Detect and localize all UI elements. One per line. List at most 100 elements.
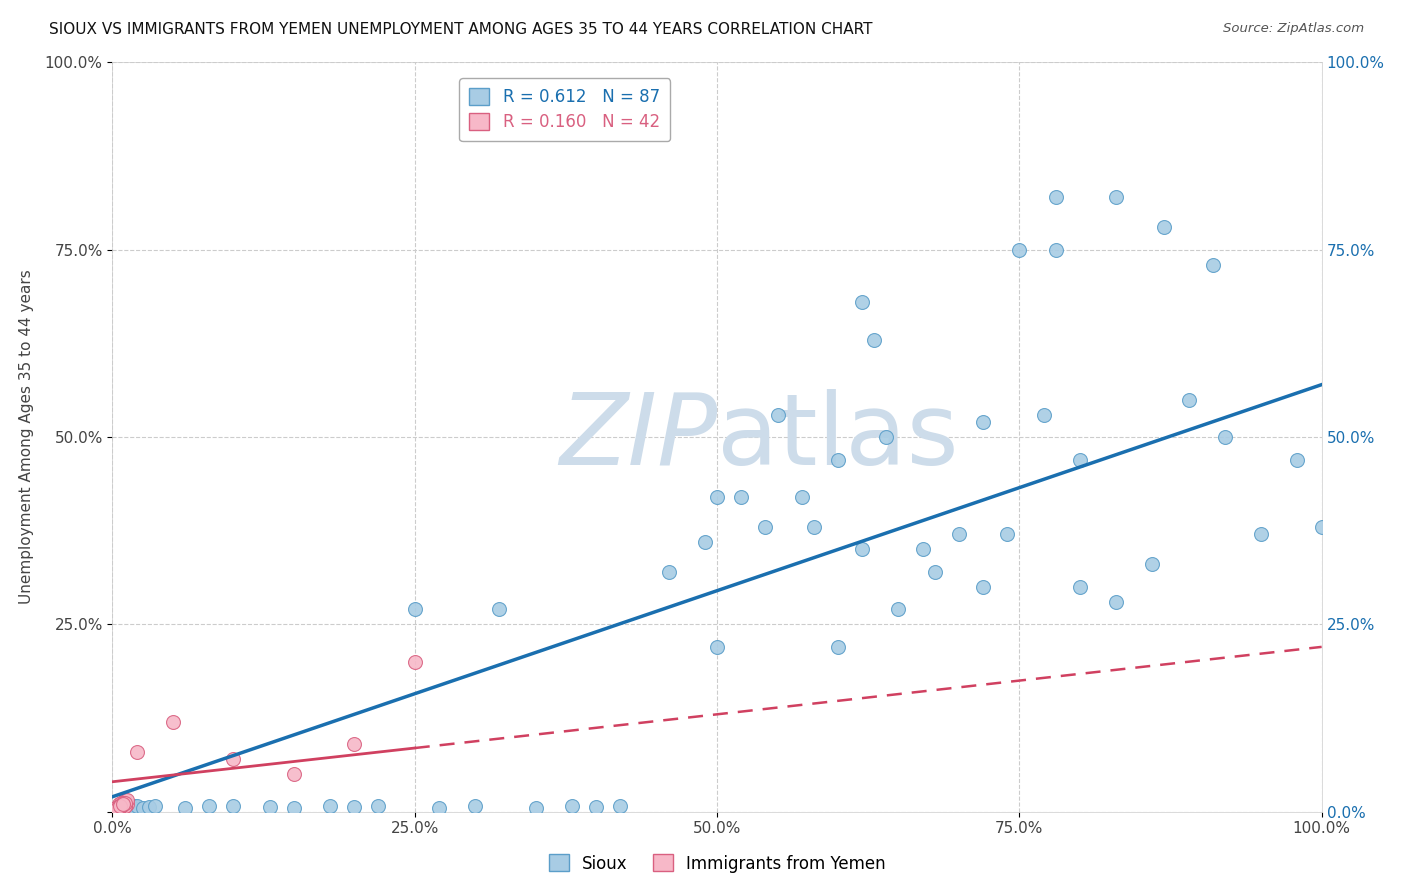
Point — [863, 333, 886, 347]
Point — [766, 408, 789, 422]
Point — [319, 799, 342, 814]
Point — [105, 802, 128, 816]
Point — [105, 802, 128, 816]
Point — [1142, 558, 1164, 572]
Point — [1310, 520, 1333, 534]
Text: Source: ZipAtlas.com: Source: ZipAtlas.com — [1223, 22, 1364, 36]
Point — [111, 798, 134, 813]
Legend: Sioux, Immigrants from Yemen: Sioux, Immigrants from Yemen — [541, 847, 893, 880]
Point — [108, 800, 131, 814]
Point — [111, 796, 134, 810]
Point — [110, 800, 132, 814]
Point — [112, 797, 135, 812]
Point — [851, 542, 873, 557]
Point — [972, 580, 994, 594]
Point — [222, 752, 245, 766]
Point — [112, 797, 135, 812]
Text: ZIP: ZIP — [558, 389, 717, 485]
Point — [138, 800, 160, 814]
Point — [222, 799, 245, 814]
Point — [107, 801, 129, 815]
Point — [114, 799, 136, 814]
Point — [117, 800, 139, 814]
Point — [367, 798, 389, 813]
Point — [948, 527, 970, 541]
Point — [1069, 452, 1091, 467]
Point — [343, 800, 366, 814]
Point — [851, 295, 873, 310]
Text: SIOUX VS IMMIGRANTS FROM YEMEN UNEMPLOYMENT AMONG AGES 35 TO 44 YEARS CORRELATIO: SIOUX VS IMMIGRANTS FROM YEMEN UNEMPLOYM… — [49, 22, 873, 37]
Point — [803, 520, 825, 534]
Point — [790, 490, 813, 504]
Point — [1045, 243, 1067, 257]
Point — [107, 797, 129, 812]
Point — [827, 452, 849, 467]
Point — [114, 802, 136, 816]
Point — [111, 797, 134, 812]
Point — [1202, 258, 1225, 272]
Point — [198, 798, 221, 813]
Point — [108, 798, 131, 813]
Point — [259, 800, 281, 814]
Point — [125, 799, 148, 814]
Point — [1177, 392, 1199, 407]
Point — [108, 797, 131, 812]
Point — [105, 802, 128, 816]
Point — [108, 801, 131, 815]
Point — [107, 801, 129, 815]
Point — [112, 801, 135, 815]
Point — [1286, 452, 1309, 467]
Point — [115, 797, 138, 812]
Point — [107, 801, 129, 815]
Y-axis label: Unemployment Among Ages 35 to 44 years: Unemployment Among Ages 35 to 44 years — [18, 269, 34, 605]
Point — [464, 799, 486, 814]
Point — [112, 795, 135, 809]
Point — [754, 520, 776, 534]
Point — [110, 798, 132, 813]
Point — [114, 801, 136, 815]
Point — [111, 796, 134, 810]
Legend: R = 0.612   N = 87, R = 0.160   N = 42: R = 0.612 N = 87, R = 0.160 N = 42 — [460, 78, 669, 141]
Point — [887, 602, 910, 616]
Point — [114, 796, 136, 810]
Point — [111, 799, 134, 814]
Point — [105, 801, 128, 815]
Point — [114, 799, 136, 814]
Point — [585, 800, 607, 814]
Point — [122, 799, 145, 814]
Point — [1105, 595, 1128, 609]
Point — [105, 802, 128, 816]
Point — [283, 801, 305, 815]
Point — [404, 655, 426, 669]
Point — [132, 801, 155, 815]
Point — [730, 490, 752, 504]
Point — [995, 527, 1018, 541]
Point — [112, 799, 135, 814]
Point — [112, 800, 135, 814]
Point — [107, 798, 129, 813]
Point — [404, 602, 426, 616]
Point — [174, 801, 197, 815]
Point — [108, 797, 131, 812]
Point — [112, 796, 135, 810]
Point — [105, 800, 128, 814]
Point — [125, 745, 148, 759]
Point — [1105, 190, 1128, 204]
Point — [110, 799, 132, 814]
Point — [107, 800, 129, 814]
Point — [609, 798, 631, 813]
Point — [1008, 243, 1031, 257]
Point — [524, 801, 547, 815]
Point — [120, 800, 142, 814]
Point — [343, 737, 366, 751]
Point — [111, 798, 134, 813]
Point — [875, 430, 897, 444]
Point — [115, 793, 138, 807]
Point — [1213, 430, 1236, 444]
Point — [972, 415, 994, 429]
Point — [114, 799, 136, 814]
Point — [105, 802, 128, 816]
Point — [706, 640, 728, 654]
Point — [105, 802, 128, 816]
Point — [110, 796, 132, 810]
